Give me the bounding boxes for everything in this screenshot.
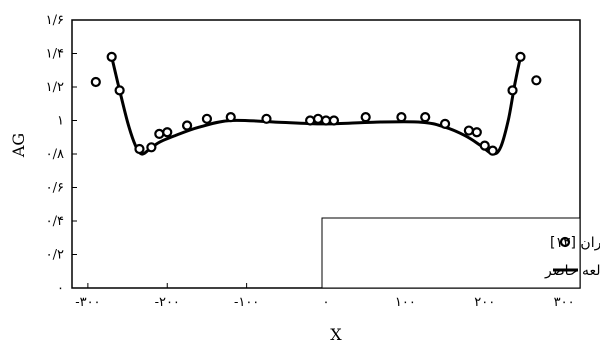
present-study-line [110, 56, 522, 156]
data-point [305, 115, 316, 126]
x-tick-label: -۲۰۰ [155, 295, 180, 310]
data-point [134, 143, 145, 155]
data-point [396, 112, 407, 123]
data-point [420, 112, 431, 123]
data-point [225, 112, 236, 123]
x-tick-label: -۱۰۰ [234, 295, 259, 310]
y-tick-label: ۱/۶ [46, 13, 64, 28]
data-point [114, 85, 125, 96]
data-point [487, 145, 498, 156]
data-point [531, 75, 542, 86]
y-tick-label: ۱/۴ [46, 47, 64, 62]
data-point [90, 76, 101, 88]
y-tick-label: ۰/۶ [46, 181, 64, 196]
x-tick-label: -۳۰۰ [75, 295, 100, 310]
y-tick-label: ۰/۲ [46, 248, 64, 263]
data-point [463, 125, 474, 136]
data-point [479, 140, 490, 151]
data-point [181, 120, 193, 131]
data-point [360, 112, 371, 123]
x-tick-label: ۱۰۰ [395, 295, 416, 310]
data-point [162, 127, 173, 138]
legend-label-reference: گلاگوتی و همکاران [۱۲] [550, 234, 600, 251]
legend-marker-circle [559, 236, 571, 248]
y-tick-label: ۱/۲ [46, 80, 64, 95]
y-tick-label: ۰/۴ [46, 214, 64, 229]
data-point [154, 128, 165, 139]
y-tick-label: ۰/۸ [46, 147, 64, 162]
legend: گلاگوتی و همکاران [۱۲] مطالعه حاضر [321, 217, 600, 289]
y-tick-label: ۱ [57, 114, 64, 129]
data-point [201, 113, 213, 124]
data-point [507, 85, 518, 96]
y-tick-label: ۰ [57, 281, 64, 296]
data-point [106, 51, 117, 62]
legend-box [321, 217, 581, 289]
data-point [515, 51, 526, 62]
x-tick-label: ۲۰۰ [474, 295, 495, 310]
x-tick-label: ۰ [323, 295, 330, 310]
data-point [328, 115, 340, 126]
data-point [471, 127, 482, 138]
legend-label-present-study: مطالعه حاضر [544, 263, 600, 279]
x-tick-label: ۳۰۰ [554, 295, 575, 310]
data-point [439, 118, 451, 129]
data-point [320, 115, 332, 126]
x-axis-title: X [330, 325, 342, 344]
data-point [261, 113, 272, 124]
data-point [312, 113, 324, 124]
data-point [146, 142, 157, 153]
y-axis-title: AG [9, 133, 28, 158]
